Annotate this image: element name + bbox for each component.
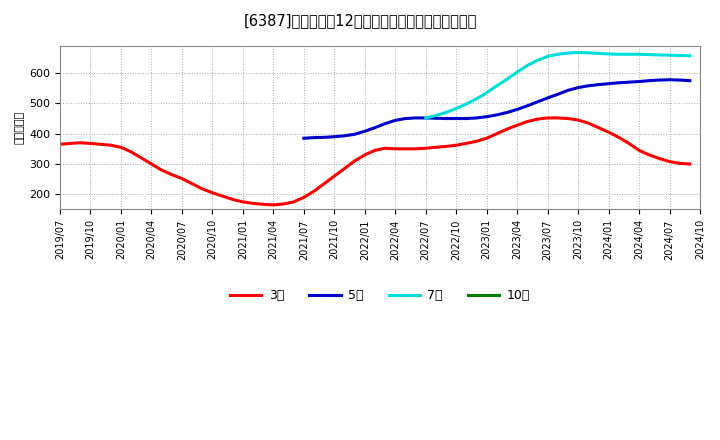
Text: [6387]　経常利益12か月移動合計の標準偏差の推移: [6387] 経常利益12か月移動合計の標準偏差の推移: [243, 13, 477, 28]
Y-axis label: （百万円）: （百万円）: [15, 111, 25, 144]
Legend: 3年, 5年, 7年, 10年: 3年, 5年, 7年, 10年: [225, 284, 535, 308]
